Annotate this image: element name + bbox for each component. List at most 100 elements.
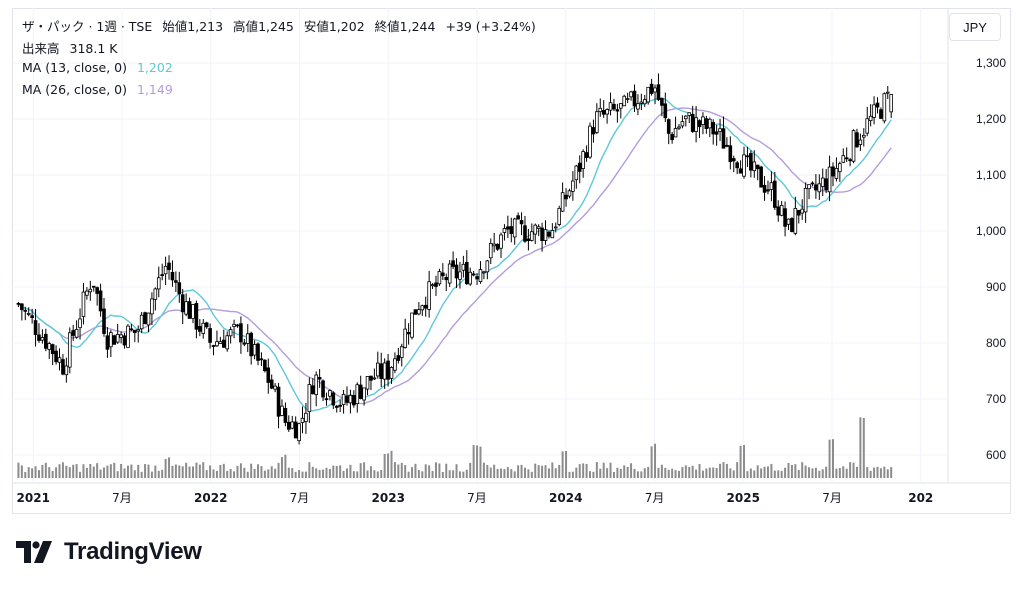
volume-bar	[89, 464, 92, 478]
volume-bar	[287, 467, 290, 478]
volume-bar	[363, 462, 366, 478]
volume-bar	[113, 462, 116, 478]
x-tick-label: 2022	[194, 491, 227, 505]
volume-bar	[280, 457, 283, 478]
candle-body	[150, 298, 154, 315]
candle-body	[875, 102, 880, 108]
volume-bar	[838, 468, 841, 478]
candle-body	[276, 386, 281, 417]
high-label: 高値	[233, 19, 259, 34]
volume-bar	[623, 465, 626, 478]
volume-bar	[229, 468, 232, 478]
candle-body	[81, 291, 86, 317]
volume-bar	[643, 468, 646, 478]
x-tick-label: 7月	[467, 491, 487, 505]
volume-bar	[695, 469, 698, 478]
volume-bar	[688, 466, 691, 478]
candle-body	[526, 238, 531, 242]
volume-bar	[493, 464, 496, 478]
candle-body	[464, 261, 469, 285]
volume-bar	[571, 471, 574, 478]
candle-body	[642, 99, 647, 105]
volume-bar	[705, 468, 708, 478]
volume-bar	[801, 462, 804, 478]
candle-body	[423, 304, 428, 309]
candle-body	[598, 107, 603, 113]
volume-bar	[315, 468, 318, 478]
candle-body	[57, 357, 62, 363]
candle-body	[310, 385, 315, 395]
candle-body	[170, 271, 175, 281]
volume-bar	[301, 471, 304, 478]
candle-body	[358, 384, 363, 399]
close-value: 1,244	[399, 19, 436, 34]
volume-bar	[34, 466, 37, 478]
volume-bar	[65, 465, 68, 478]
candle-body	[287, 421, 291, 430]
candle-body	[502, 228, 507, 233]
candle-body	[119, 334, 123, 338]
volume-bar	[544, 465, 547, 478]
candle-body	[639, 101, 644, 104]
volume-bar	[520, 464, 523, 478]
volume-bar	[712, 467, 715, 478]
volume-bar	[318, 469, 321, 478]
volume-bar	[263, 470, 266, 478]
volume-bar	[284, 454, 287, 478]
high-value: 1,245	[258, 19, 294, 34]
ma26-legend[interactable]: MA (26, close, 0) 1,149	[22, 82, 179, 97]
x-tick-label: 2024	[549, 491, 582, 505]
volume-bar	[178, 465, 181, 478]
candle-body	[180, 294, 185, 313]
volume-bar	[58, 464, 61, 478]
candle-body	[221, 339, 226, 348]
candle-body	[786, 218, 791, 225]
currency-button[interactable]: JPY	[949, 13, 1001, 41]
y-tick-label: 900	[986, 280, 1006, 294]
volume-bar	[784, 467, 787, 478]
volume-bar	[530, 471, 533, 478]
volume-bar	[828, 439, 831, 478]
volume-bar	[438, 463, 441, 478]
candle-body	[91, 285, 96, 288]
volume-bar	[191, 466, 194, 478]
tradingview-logo[interactable]: TradingView	[16, 538, 202, 566]
volume-bar	[397, 464, 400, 478]
candle-body	[263, 359, 267, 372]
price-chart[interactable]: 1,300 1,200 1,100 1,000 900 800 700 600 2021 7月 20…	[12, 8, 1011, 514]
volume-bar	[308, 462, 311, 478]
candle-body	[865, 118, 870, 134]
candle-body	[201, 322, 206, 334]
ma26-label: MA (26, close, 0)	[22, 82, 128, 97]
candle-body	[297, 423, 301, 442]
volume-bar	[267, 469, 270, 478]
volume-bar	[414, 463, 417, 478]
volume-bar	[818, 470, 821, 478]
volume-bar	[352, 471, 355, 478]
volume-bar	[654, 443, 657, 478]
volume-bar	[558, 465, 561, 478]
ohlc-legend: ザ・パック · 1週 · TSE 始値1,213 高値1,245 安値1,202…	[22, 16, 542, 35]
volume-bar	[304, 471, 307, 478]
candle-body	[543, 229, 548, 241]
candle-body	[355, 384, 360, 405]
volume-bar	[41, 464, 44, 478]
candle-body	[564, 194, 568, 200]
volume-bar	[404, 465, 407, 478]
candle-body	[33, 320, 38, 335]
volume-bar	[551, 462, 554, 478]
candle-body	[766, 189, 770, 192]
volume-bar	[835, 468, 838, 478]
volume-bar	[79, 471, 82, 478]
candle-body	[437, 271, 442, 285]
candle-body	[831, 166, 835, 177]
candle-body	[225, 335, 230, 350]
volume-bar	[708, 467, 711, 478]
volume-bar	[168, 457, 171, 478]
ma13-legend[interactable]: MA (13, close, 0) 1,202	[22, 60, 179, 75]
volume-bar	[465, 469, 468, 478]
candle-body	[584, 152, 589, 158]
volume-bar	[27, 467, 30, 478]
volume-bar	[753, 470, 756, 478]
candle-body	[454, 264, 459, 279]
